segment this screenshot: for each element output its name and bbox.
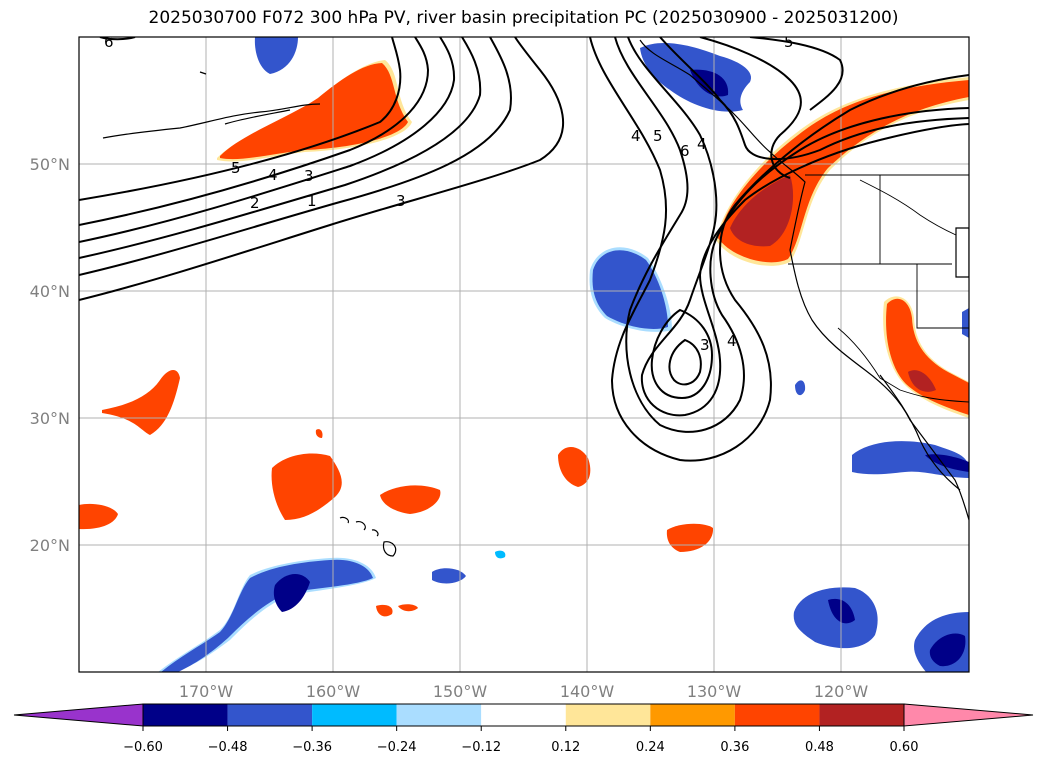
contour-label: 4 — [268, 166, 278, 184]
lon-label: 120°W — [814, 682, 869, 701]
colorbar-tick-label: 0.36 — [720, 740, 749, 755]
colorbar-swatch — [481, 704, 566, 726]
lon-label: 170°W — [179, 682, 234, 701]
contour-label: 3 — [304, 167, 314, 185]
negative-anomaly-shading — [158, 37, 969, 672]
contour-label: 4 — [631, 127, 641, 145]
lon-label: 130°W — [687, 682, 742, 701]
graticule — [79, 37, 969, 672]
colorbar-tick-label: −0.60 — [123, 740, 163, 755]
lon-label: 150°W — [433, 682, 488, 701]
lat-label: 30°N — [30, 409, 70, 428]
lat-label: 50°N — [30, 155, 70, 174]
contour-label: 6 — [104, 33, 114, 51]
colorbar-swatch — [819, 704, 904, 726]
contour-label: 5 — [784, 33, 794, 51]
pv-contours — [79, 37, 969, 462]
contour-label: 3 — [396, 192, 406, 210]
longitude-labels: 170°W 160°W 150°W 140°W 130°W 120°W — [179, 682, 869, 701]
contour-label: 2 — [250, 194, 260, 212]
contour-label: 3 — [700, 336, 710, 354]
colorbar-tick-label: −0.12 — [461, 740, 501, 755]
colorbar-tick-label: −0.48 — [208, 740, 248, 755]
map-plot-area: 6 5 4 3 2 1 3 4 5 6 4 5 3 4 — [79, 33, 969, 672]
contour-label: 1 — [307, 192, 317, 210]
colorbar-extend-min — [14, 704, 143, 726]
colorbar-extend-max — [904, 704, 1033, 726]
colorbar-tick-label: 0.48 — [805, 740, 834, 755]
colorbar-swatch — [734, 704, 820, 726]
colorbar-tick-label: 0.60 — [890, 740, 919, 755]
map-frame — [78, 36, 970, 673]
contour-label: 5 — [653, 127, 663, 145]
lat-label: 40°N — [30, 282, 70, 301]
colorbar-tick-label: 0.12 — [551, 740, 580, 755]
positive-anomaly-shading — [79, 60, 969, 617]
colorbar-swatch — [650, 704, 735, 726]
political-borders — [788, 174, 969, 403]
colorbar-swatch — [143, 704, 228, 726]
colorbar-swatch — [312, 704, 397, 726]
colorbar-swatch — [565, 704, 651, 726]
lon-label: 140°W — [560, 682, 615, 701]
contour-label: 4 — [727, 332, 737, 350]
map-title: 2025030700 F072 300 hPa PV, river basin … — [148, 8, 899, 28]
colorbar-tick-label: −0.36 — [292, 740, 332, 755]
lon-label: 160°W — [306, 682, 361, 701]
colorbar-swatch — [227, 704, 313, 726]
contour-label: 6 — [680, 142, 690, 160]
latitude-labels: 50°N 40°N 30°N 20°N — [30, 155, 70, 555]
lat-label: 20°N — [30, 536, 70, 555]
colorbar-tick-label: −0.24 — [377, 740, 417, 755]
colorbar-tick-label: 0.24 — [636, 740, 665, 755]
contour-label: 5 — [231, 159, 241, 177]
contour-labels: 6 5 4 3 2 1 3 4 5 6 4 5 3 4 — [104, 33, 794, 354]
colorbar: −0.60 −0.48 −0.36 −0.24 −0.12 0.12 0.24 0.36 0.4… — [13, 703, 1034, 755]
colorbar-swatch — [396, 704, 482, 726]
contour-label: 4 — [697, 135, 707, 153]
